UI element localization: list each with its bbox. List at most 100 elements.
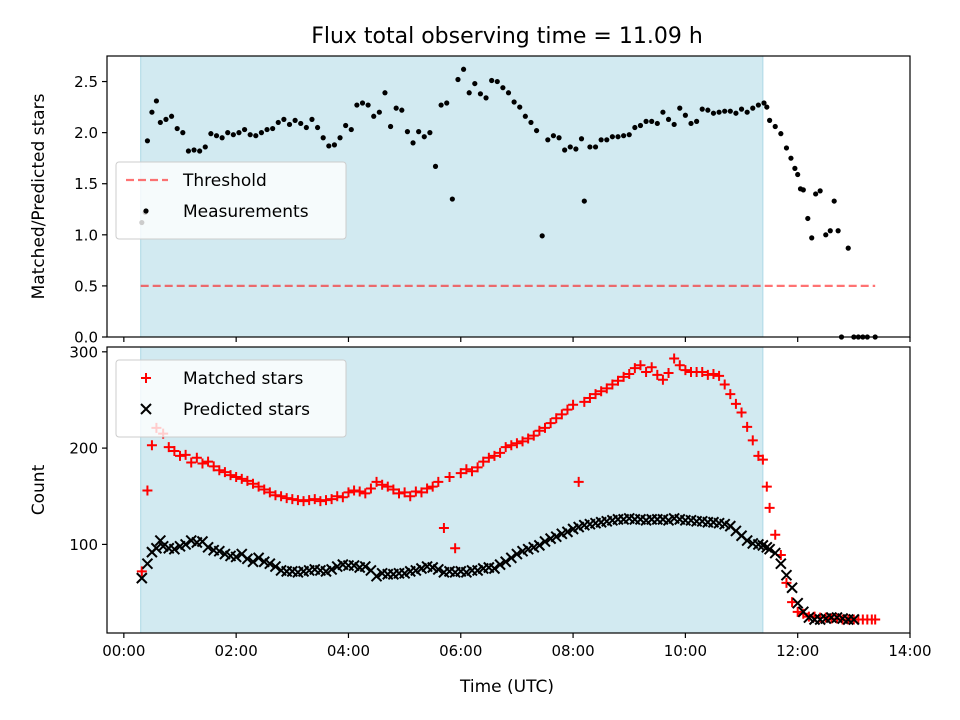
data-point [579,396,590,407]
data-point [523,433,534,444]
y-tick-label: 1.5 [74,175,98,193]
data-point [786,582,798,594]
legend-box [115,359,347,438]
data-point [716,109,722,115]
data-point [168,113,175,119]
data-point [562,404,573,415]
data-point [360,488,371,499]
data-point [505,552,518,564]
data-point [449,196,455,202]
data-point [488,562,501,575]
data-point [742,421,753,432]
data-point [495,447,506,458]
data-point [727,108,733,114]
data-point [741,534,753,547]
data-point [568,399,579,410]
data-point [427,481,438,492]
data-point [377,479,388,490]
data-point [331,142,338,148]
data-point [269,560,282,573]
legend-entry-label: Threshold [182,171,267,191]
data-point [522,113,528,119]
data-point [682,112,688,118]
data-point [163,442,174,453]
data-point [511,548,523,560]
series-measurements [139,66,878,340]
data-point [598,137,604,143]
data-point [827,228,833,234]
data-point [772,123,778,130]
data-point [477,91,484,97]
data-point [438,102,444,108]
data-point [596,386,607,397]
data-point [191,452,202,463]
data-point [236,473,247,484]
data-point [225,470,236,481]
data-point [517,104,523,110]
data-point [629,363,640,374]
data-point [337,135,343,141]
data-point [180,130,186,136]
data-point [539,535,551,548]
data-point [722,108,728,114]
data-point [550,530,562,543]
data-point [783,145,790,151]
legend-entry-label: Predicted stars [183,400,310,420]
data-point [416,129,422,135]
y-tick-label: 0.0 [74,329,98,347]
data-point [461,464,472,475]
y-axis-label: Matched/Predicted stars [29,93,49,299]
data-point [208,131,214,137]
data-point [757,454,768,465]
data-point [733,110,739,116]
data-point [665,116,672,122]
y-tick-label: 200 [69,440,98,458]
data-point [326,143,332,149]
data-point [763,543,776,555]
data-point [705,107,711,113]
legend-marker [141,373,151,383]
x-axis-label: Time (UTC) [459,677,554,697]
legend: Threshold Measurements [115,161,347,240]
data-point [354,102,360,108]
data-point [770,529,781,540]
y-tick-label: 300 [69,343,98,361]
data-point [150,542,163,554]
data-point [601,383,612,394]
data-point [450,543,461,554]
data-point [483,452,494,463]
data-point [635,360,646,371]
data-point [157,119,163,126]
y-tick-label: 0.5 [74,277,98,295]
data-point [286,121,293,128]
data-point [388,484,399,495]
data-point [270,125,276,132]
data-point [780,569,793,581]
data-point [359,100,366,106]
data-point [511,99,517,105]
data-point [399,487,410,498]
data-point [370,570,383,582]
x-tick-label: 02:00 [215,642,258,660]
data-point [231,472,242,482]
data-point [197,458,208,469]
data-point [578,136,585,142]
data-point [592,144,599,150]
data-point [710,110,717,116]
data-point [767,117,773,123]
data-point [433,476,444,487]
data-point [455,76,461,83]
data-point [489,77,495,84]
data-point [738,106,745,112]
data-point [213,545,226,557]
data-point [618,371,629,382]
data-point [219,135,225,141]
data-point [494,558,506,571]
legend-entry-label: Measurements [183,202,309,222]
data-point [253,133,259,139]
legend: Matched stars Predicted stars [115,359,347,438]
x-tick-label: 04:00 [327,642,370,660]
data-point [276,491,287,502]
data-point [427,130,433,136]
data-point [534,425,545,436]
